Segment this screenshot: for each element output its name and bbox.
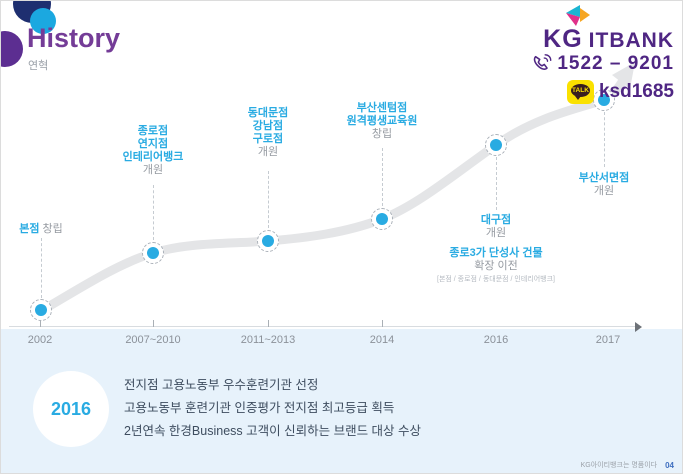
kg-logo-icon [566,5,590,26]
year-2016: 2016 [483,334,509,346]
milestone-line: 강남점 [252,120,284,132]
connector-2016 [496,157,497,210]
kakao-row: TALK ksd1685 [566,80,674,104]
milestone-line: 구로점 [252,133,284,145]
milestone-event: 개원 [593,185,615,197]
milestone-line: 부산서면점 [578,172,630,184]
achievement-item: 2년연속 한경Business 고객이 신뢰하는 브랜드 대상 수상 [124,424,422,438]
timeline-dot-2016 [485,134,507,156]
axis-arrow-icon [635,322,642,332]
brand-name: KG ITBANK [543,25,674,54]
connector-2011-2013 [268,171,269,228]
timeline-dot-2007-2010 [142,242,164,264]
page-subtitle: 연혁 [28,60,49,72]
milestone-2002-event: 창립 [42,223,63,235]
milestone-event: 창립 [371,128,393,140]
milestone-line: 대구점 [480,214,512,226]
milestone-event: 개원 [257,146,279,158]
axis-tick [268,320,269,327]
achievement-item: 고용노동부 훈련기관 인증평가 전지점 최고등급 획득 [124,401,395,415]
axis-tick [40,320,41,327]
milestone-line: 부산센텀점 [356,102,408,114]
page-number: 04 [665,460,674,470]
milestone-line: 동대문점 [247,107,289,119]
milestone-label-2017: 부산서면점 개원 [579,172,630,198]
axis-tick [153,320,154,327]
slide-footer: KG아이티뱅크는 명품이다 04 [581,460,674,470]
milestone-2002-name: 본점 [19,223,40,235]
milestone-line: 연지점 [137,138,169,150]
milestone-event: 확장 이전 [474,260,518,272]
page-title: History [27,23,121,53]
connector-2017 [604,112,605,167]
milestone-label-2014: 부산센텀점 원격평생교육원 창립 [347,102,418,141]
milestone-label-2016-b: 종로3가 단성사 건물 확장 이전 [본점 / 종로점 / 동대문점 / 인테리… [437,247,555,284]
connector-2002 [41,238,42,298]
kakaotalk-icon: TALK [566,80,594,104]
brand-kg: KG [543,25,583,53]
milestone-event: 개원 [142,164,164,176]
timeline-axis [9,326,637,327]
connector-2014 [382,148,383,206]
milestone-label-2016-a: 대구점 개원 [481,214,511,240]
deco-circle-purple [1,31,23,67]
milestone-line: 인테리어뱅크 [122,151,184,163]
achievement-item: 전지점 고용노동부 우수훈련기관 선정 [124,378,319,392]
milestone-line: 종로점 [137,125,169,137]
milestone-label-2007-2010: 종로점 연지점 인테리어뱅크 개원 [123,125,184,177]
year-2007-2010: 2007~2010 [125,334,181,346]
milestone-event: 개원 [485,227,507,239]
axis-tick [382,320,383,327]
milestone-line: 원격평생교육원 [346,115,418,127]
kakaotalk-bubble-label: TALK [570,84,590,100]
milestone-line: 종로3가 단성사 건물 [449,247,543,259]
connector-2007-2010 [153,185,154,240]
phone-icon [534,54,552,70]
deco-circle-cyan [30,8,56,34]
year-2002: 2002 [27,334,53,346]
highlight-year-badge: 2016 [33,371,109,447]
bottom-panel [1,329,682,473]
phone-number: 1522 – 9201 [557,53,674,74]
phone-row: 1522 – 9201 [531,53,674,75]
footer-slogan: KG아이티뱅크는 명품이다 [580,462,658,469]
milestone-note: [본점 / 종로점 / 동대문점 / 인테리어뱅크] [437,276,555,283]
timeline-dot-2014 [371,208,393,230]
kakao-id: ksd1685 [598,81,674,102]
brand-itbank: ITBANK [588,29,674,52]
year-2011-2013: 2011~2013 [240,334,296,346]
timeline-dot-2011-2013 [257,230,279,252]
year-2017: 2017 [595,334,621,346]
year-2014: 2014 [369,334,395,346]
achievement-list: 전지점 고용노동부 우수훈련기관 선정 고용노동부 훈련기관 인증평가 전지점 … [124,374,421,443]
milestone-label-2002: 본점 창립 [19,223,63,236]
milestone-label-2011-2013: 동대문점 강남점 구로점 개원 [248,107,288,159]
timeline-dot-2002 [30,299,52,321]
